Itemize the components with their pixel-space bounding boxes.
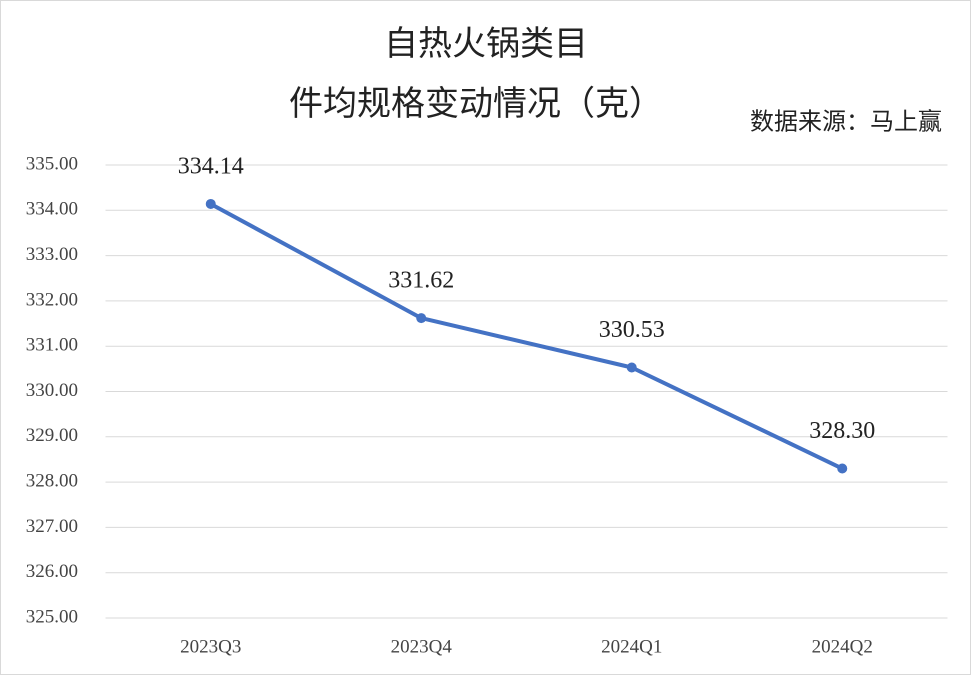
y-tick-label: 328.00 [26, 470, 78, 491]
data-label: 334.14 [178, 153, 244, 179]
line [209, 202, 844, 471]
y-tick-label: 332.00 [26, 289, 78, 310]
chart-subtitle: 件均规格变动情况（克） [289, 85, 663, 123]
y-tick-label: 330.00 [26, 380, 78, 401]
source-note: 数据来源：马上赢 [750, 109, 942, 136]
y-tick-label: 331.00 [26, 335, 78, 356]
y-tick-label: 326.00 [26, 561, 78, 582]
x-tick-label: 2024Q2 [812, 636, 873, 657]
chart-title: 自热火锅类目 [384, 25, 588, 63]
data-point [837, 463, 848, 474]
data-point [205, 198, 216, 209]
y-tick-label: 334.00 [26, 199, 78, 220]
y-tick-label: 325.00 [26, 606, 78, 627]
x-tick-label: 2024Q1 [601, 636, 662, 657]
data-point [416, 313, 427, 324]
y-tick-label: 327.00 [26, 516, 78, 537]
data-label: 328.30 [809, 418, 875, 444]
data-point [626, 362, 637, 373]
x-tick-label: 2023Q3 [180, 636, 241, 657]
y-tick-label: 333.00 [26, 244, 78, 265]
x-tick-label: 2023Q4 [391, 636, 453, 657]
y-tick-label: 335.00 [26, 153, 78, 174]
data-label: 331.62 [388, 268, 454, 294]
data-label: 330.53 [599, 317, 665, 343]
y-tick-label: 329.00 [26, 425, 78, 446]
